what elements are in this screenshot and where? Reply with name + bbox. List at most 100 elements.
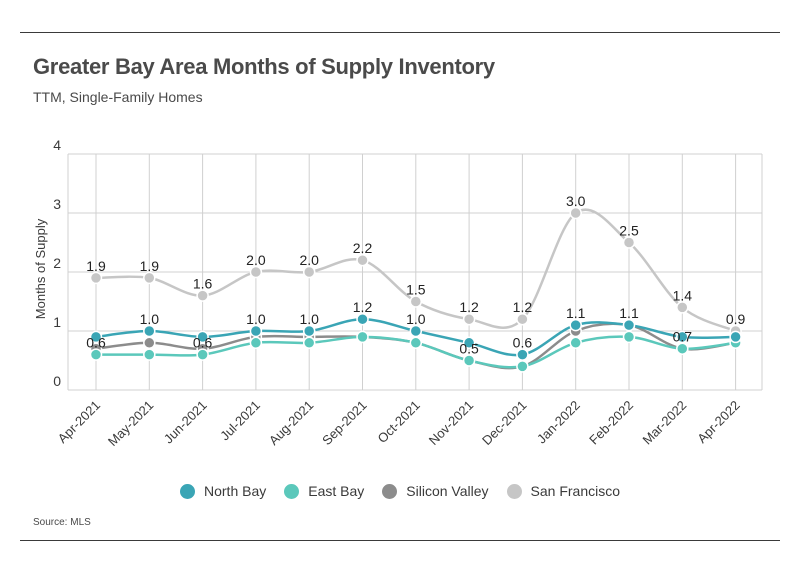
data-point-north-bay (356, 312, 369, 326)
data-point-san-francisco (409, 295, 423, 308)
data-label: 1.1 (619, 305, 639, 321)
x-tick-label: Jul-2021 (217, 398, 263, 444)
x-tick-label: Jun-2021 (161, 398, 210, 447)
data-point-san-francisco (516, 312, 529, 326)
y-axis-label: Months of Supply (33, 218, 48, 319)
data-point-san-francisco (356, 253, 369, 267)
legend-item-east-bay: East Bay (284, 483, 364, 499)
x-tick-label: Dec-2021 (479, 398, 529, 448)
y-tick-label: 2 (53, 255, 61, 271)
data-point-east-bay (462, 354, 476, 367)
data-label: 1.0 (406, 311, 426, 327)
chart-title: Greater Bay Area Months of Supply Invent… (33, 54, 495, 79)
legend-swatch (382, 483, 398, 499)
data-point-san-francisco (302, 265, 316, 279)
data-label: 1.1 (566, 305, 586, 321)
chart-legend: North Bay East Bay Silicon Valley San Franc… (0, 483, 800, 499)
x-tick-label: May-2021 (105, 398, 156, 449)
x-tick-label: Apr-2022 (694, 398, 742, 446)
data-label: 2.0 (299, 252, 319, 268)
data-point-san-francisco (569, 206, 582, 220)
data-point-east-bay (249, 336, 263, 350)
data-label: 2.5 (619, 223, 639, 239)
data-point-east-bay (622, 330, 636, 344)
data-point-east-bay (196, 348, 209, 361)
data-label: 1.9 (86, 258, 106, 274)
legend-label: North Bay (204, 483, 267, 499)
data-label: 0.6 (193, 335, 213, 351)
y-tick-label: 4 (53, 137, 61, 153)
legend-label: San Francisco (530, 483, 620, 499)
data-point-north-bay (516, 348, 529, 361)
data-label: 0.5 (459, 341, 479, 357)
data-point-north-bay (729, 330, 742, 344)
data-point-east-bay (569, 336, 582, 350)
data-label: 3.0 (566, 193, 586, 209)
data-point-east-bay (356, 330, 369, 344)
x-tick-label: Nov-2021 (426, 398, 476, 448)
data-point-north-bay (249, 324, 263, 338)
x-tick-label: Oct-2021 (374, 398, 422, 446)
y-tick-label: 1 (53, 314, 61, 330)
x-tick-label: Feb-2022 (586, 398, 636, 448)
data-label: 1.2 (353, 299, 373, 315)
source-note: Source: MLS (33, 517, 91, 528)
data-point-east-bay (143, 348, 156, 361)
x-tick-label: Aug-2021 (266, 398, 316, 448)
data-label: 1.5 (406, 282, 426, 298)
data-label: 0.9 (726, 311, 746, 327)
legend-swatch (506, 483, 522, 499)
data-point-san-francisco (196, 289, 209, 302)
data-label: 2.0 (246, 252, 266, 268)
data-point-north-bay (302, 324, 316, 338)
data-label: 1.2 (513, 299, 533, 315)
data-point-north-bay (196, 330, 209, 344)
data-label: 0.7 (673, 329, 693, 345)
data-label: 1.4 (673, 287, 693, 303)
data-point-north-bay (622, 318, 636, 332)
data-point-east-bay (676, 342, 689, 355)
legend-swatch (284, 483, 300, 499)
data-point-san-francisco (249, 265, 263, 279)
data-point-san-francisco (143, 271, 156, 285)
data-label: 1.0 (246, 311, 266, 327)
data-label: 0.6 (513, 335, 533, 351)
x-tick-label: Mar-2022 (639, 398, 689, 448)
data-point-san-francisco (462, 312, 476, 326)
legend-swatch (180, 483, 195, 499)
data-point-north-bay (569, 318, 582, 332)
data-label: 1.6 (193, 276, 213, 292)
data-point-east-bay (302, 336, 316, 350)
legend-item-san-francisco: San Francisco (506, 483, 620, 499)
data-point-san-francisco (676, 301, 689, 314)
data-label: 1.0 (299, 311, 319, 327)
data-point-east-bay (89, 348, 103, 361)
data-point-north-bay (143, 324, 156, 338)
data-point-north-bay (409, 324, 423, 338)
data-label: 0.6 (86, 335, 106, 351)
legend-label: East Bay (308, 483, 365, 499)
data-point-east-bay (516, 360, 529, 373)
x-tick-label: Jan-2022 (534, 398, 583, 447)
data-label: 1.2 (459, 299, 479, 315)
x-tick-label: Sep-2021 (319, 398, 369, 448)
x-tick-label: Apr-2021 (55, 398, 103, 446)
data-label: 1.9 (140, 258, 160, 274)
data-label: 1.0 (140, 311, 160, 327)
y-tick-label: 3 (53, 196, 61, 212)
data-point-north-bay (676, 330, 689, 344)
legend-item-silicon-valley: Silicon Valley (382, 483, 489, 499)
legend-label: Silicon Valley (406, 483, 489, 499)
legend-item-north-bay: North Bay (180, 483, 266, 499)
data-point-san-francisco (622, 236, 636, 249)
data-point-north-bay (89, 330, 103, 344)
data-label: 2.2 (353, 240, 373, 256)
data-point-east-bay (409, 336, 423, 350)
data-point-san-francisco (89, 271, 103, 285)
data-point-north-bay (462, 336, 476, 350)
chart-subtitle: TTM, Single-Family Homes (33, 89, 203, 105)
y-tick-label: 0 (53, 373, 61, 389)
data-point-silicon-valley (143, 336, 156, 350)
top-rule (20, 32, 780, 33)
